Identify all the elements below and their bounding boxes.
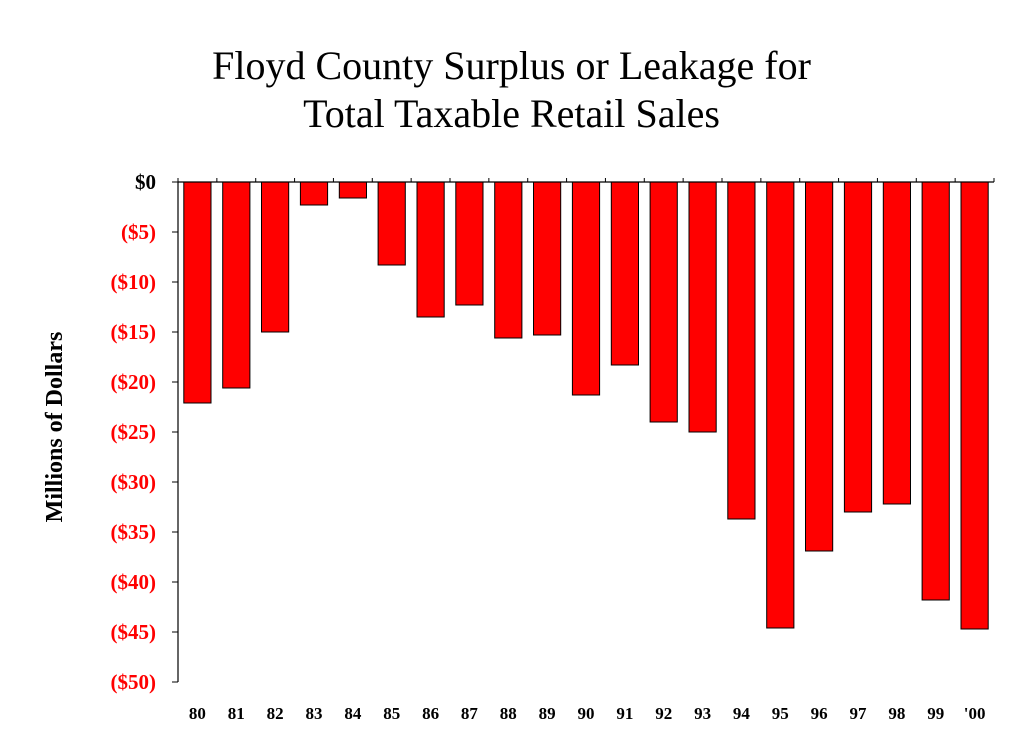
x-tick-label: 87 — [461, 704, 479, 723]
x-tick-label: 96 — [811, 704, 828, 723]
y-tick-labels: $0 ($5) ($10) ($15) ($20) ($25) ($30) ($35) ($40… — [111, 170, 157, 694]
x-tick-label: 99 — [927, 704, 944, 723]
bar-99 — [921, 181, 950, 601]
bar-92 — [649, 181, 678, 423]
x-tick-labels: 80 81 82 83 84 85 86 87 88 89 90 91 92 93 94 95 96 97 98 99… — [189, 704, 986, 723]
y-tick-label: ($15) — [111, 320, 157, 344]
axes-group — [172, 178, 995, 683]
bar-97 — [843, 181, 873, 513]
y-tick-label: ($25) — [111, 420, 157, 444]
bar-80 — [183, 181, 212, 404]
x-tick-label: 85 — [383, 704, 400, 723]
x-tick-label: 98 — [888, 704, 905, 723]
x-tick-label: 80 — [189, 704, 206, 723]
chart-title-line-1: Floyd County Surplus or Leakage for — [212, 43, 811, 88]
bars-group — [183, 181, 989, 630]
bar-84 — [338, 181, 367, 199]
bar-90 — [571, 181, 601, 396]
bar-87 — [455, 181, 484, 306]
x-tick-label: 94 — [733, 704, 751, 723]
chart-title: Floyd County Surplus or Leakage for Tota… — [0, 42, 1023, 138]
x-tick-label: 90 — [578, 704, 595, 723]
y-axis-label: Millions of Dollars — [42, 332, 68, 523]
y-tick-label: ($50) — [111, 670, 157, 694]
x-tick-label: 89 — [539, 704, 556, 723]
y-tick-label: ($35) — [111, 520, 157, 544]
bar-98 — [882, 181, 911, 505]
x-tick-label: 84 — [344, 704, 362, 723]
bar-93 — [688, 181, 717, 433]
y-tick-label: ($10) — [111, 270, 157, 294]
y-tick-label: ($5) — [121, 220, 156, 244]
bar-86 — [416, 181, 445, 318]
x-tick-label: 91 — [616, 704, 633, 723]
y-tick-label: ($20) — [111, 370, 157, 394]
y-tick-label: ($30) — [111, 470, 157, 494]
bar-88 — [494, 181, 523, 339]
x-tick-label: 92 — [655, 704, 672, 723]
x-tick-label: '00 — [964, 704, 986, 723]
bar-85 — [377, 181, 406, 266]
y-tick-label: $0 — [135, 170, 156, 194]
x-tick-label: 97 — [850, 704, 868, 723]
x-tick-label: 83 — [306, 704, 323, 723]
y-tick-label: ($45) — [111, 620, 157, 644]
chart-title-line-2: Total Taxable Retail Sales — [303, 91, 720, 136]
bar-82 — [261, 181, 290, 333]
x-tick-label: 82 — [267, 704, 284, 723]
bar-91 — [610, 181, 639, 366]
x-tick-label: 86 — [422, 704, 439, 723]
x-tick-label: 81 — [228, 704, 245, 723]
x-tick-label: 95 — [772, 704, 789, 723]
bar-81 — [222, 181, 251, 389]
bar-96 — [805, 181, 834, 552]
bar-83 — [299, 181, 329, 206]
bar-89 — [533, 181, 562, 336]
bar-94 — [727, 181, 756, 520]
x-tick-label: 93 — [694, 704, 711, 723]
bar-95 — [766, 181, 795, 629]
bar-'00 — [960, 181, 989, 630]
x-tick-label: 88 — [500, 704, 517, 723]
y-tick-label: ($40) — [111, 570, 157, 594]
